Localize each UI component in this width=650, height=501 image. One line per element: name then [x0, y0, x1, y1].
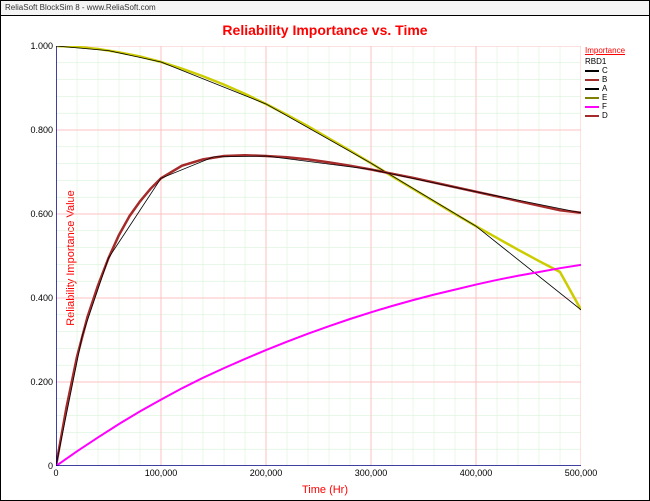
legend-swatch: [585, 70, 599, 72]
x-axis-label: Time (Hr): [1, 484, 649, 496]
x-tick-label: 100,000: [141, 468, 181, 478]
y-tick-label: 0: [21, 461, 53, 471]
legend-item: C: [585, 66, 625, 75]
legend-swatch: [585, 79, 599, 81]
y-tick-label: 0.200: [21, 377, 53, 387]
legend-title: Importance: [585, 46, 625, 55]
legend-label: A: [602, 84, 607, 93]
legend-group: RBD1: [585, 57, 625, 66]
legend-swatch: [585, 106, 599, 108]
x-tick-label: 200,000: [246, 468, 286, 478]
x-tick-label: 500,000: [561, 468, 601, 478]
chart-area: Reliability Importance vs. Time Reliabil…: [1, 16, 649, 500]
legend-swatch: [585, 115, 599, 117]
legend-item: F: [585, 102, 625, 111]
series-yellow_group: [56, 46, 581, 310]
app-window: ReliaSoft BlockSim 8 - www.ReliaSoft.com…: [0, 0, 650, 501]
chart-title: Reliability Importance vs. Time: [1, 22, 649, 38]
legend-item: E: [585, 93, 625, 102]
legend: Importance RBD1 CBAEFD: [585, 46, 625, 120]
y-tick-label: 0.400: [21, 293, 53, 303]
legend-label: E: [602, 93, 607, 102]
y-tick-label: 1.000: [21, 41, 53, 51]
legend-item: B: [585, 75, 625, 84]
legend-swatch: [585, 88, 599, 90]
legend-label: D: [602, 111, 608, 120]
legend-swatch: [585, 97, 599, 99]
y-tick-label: 0.600: [21, 209, 53, 219]
plot: [56, 46, 581, 466]
legend-label: B: [602, 75, 607, 84]
legend-item: D: [585, 111, 625, 120]
y-tick-label: 0.800: [21, 125, 53, 135]
legend-item: A: [585, 84, 625, 93]
series-brown_group: [56, 155, 581, 466]
x-tick-label: 400,000: [456, 468, 496, 478]
series-dark_overlay_B_D: [56, 156, 581, 466]
series-dark_overlay_C_A: [56, 46, 581, 310]
legend-label: C: [602, 66, 608, 75]
x-tick-label: 300,000: [351, 468, 391, 478]
window-title: ReliaSoft BlockSim 8 - www.ReliaSoft.com: [1, 1, 649, 16]
legend-label: F: [602, 102, 607, 111]
